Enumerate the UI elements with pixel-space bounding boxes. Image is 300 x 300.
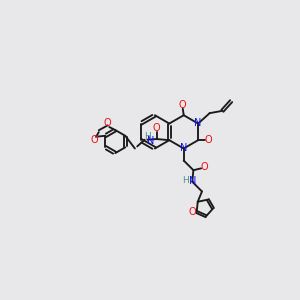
Text: H: H [182,176,189,185]
Text: O: O [179,100,186,110]
Text: O: O [201,162,208,172]
Text: N: N [147,136,155,146]
Text: N: N [194,118,202,128]
Text: N: N [180,143,188,153]
Text: N: N [189,176,196,186]
Text: O: O [205,135,212,145]
Text: O: O [91,135,98,145]
Text: O: O [189,207,196,217]
Text: O: O [103,118,111,128]
Text: O: O [153,123,160,133]
Text: H: H [144,132,151,141]
